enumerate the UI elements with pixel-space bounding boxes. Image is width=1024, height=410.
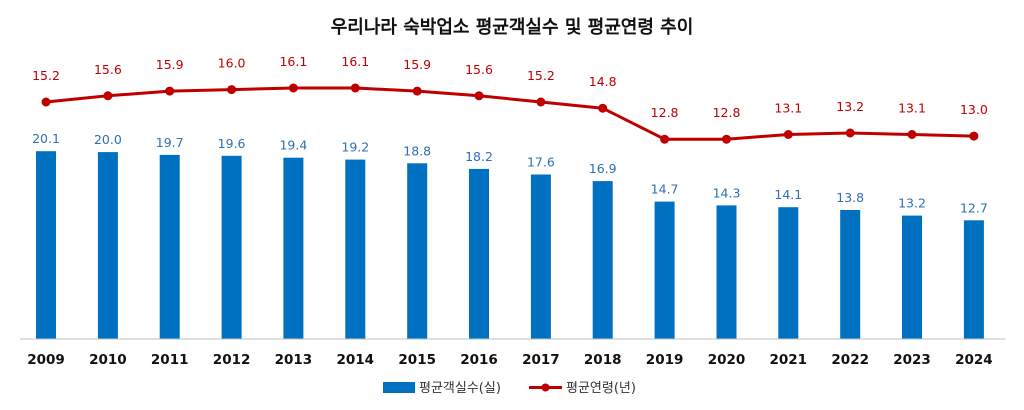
line-point-2014 — [350, 83, 360, 93]
bar-2023 — [902, 215, 922, 339]
x-tick-2020: 2020 — [708, 352, 746, 368]
bar-label-2023: 13.2 — [898, 196, 926, 211]
line-label-2024: 13.0 — [960, 102, 988, 117]
bar-2019 — [654, 201, 675, 339]
line-label-2009: 15.2 — [32, 68, 60, 83]
x-tick-2013: 2013 — [275, 352, 313, 368]
bar-series — [36, 151, 984, 339]
bar-2017 — [530, 174, 551, 339]
line-point-2017 — [536, 97, 546, 107]
x-tick-2009: 2009 — [27, 352, 65, 368]
bar-label-2022: 13.8 — [836, 190, 864, 205]
line-label-2016: 15.6 — [465, 62, 493, 77]
bar-2015 — [407, 163, 428, 339]
x-tick-2014: 2014 — [337, 352, 375, 368]
bar-label-2014: 19.2 — [341, 140, 369, 155]
bar-label-2017: 17.6 — [527, 155, 555, 170]
bar-label-2012: 19.6 — [218, 136, 246, 151]
bar-2009 — [36, 151, 56, 339]
bar-2010 — [97, 152, 118, 339]
line-label-2014: 16.1 — [341, 54, 369, 69]
line-point-2013 — [288, 83, 298, 93]
line-point-2011 — [165, 86, 175, 96]
line-point-2023 — [907, 130, 917, 139]
line-label-2021: 13.1 — [774, 101, 802, 116]
line-label-2013: 16.1 — [279, 54, 307, 69]
line-path — [45, 86, 974, 141]
bar-label-2015: 18.8 — [403, 143, 431, 158]
bar-label-2024: 12.7 — [960, 200, 988, 215]
bar-label-2016: 18.2 — [465, 149, 493, 164]
legend-swatch-marker — [541, 383, 550, 392]
line-label-2018: 14.8 — [589, 74, 617, 89]
x-tick-2019: 2019 — [646, 352, 684, 368]
line-series — [41, 83, 979, 144]
line-label-2017: 15.2 — [527, 68, 555, 83]
x-tick-2012: 2012 — [213, 352, 251, 368]
bar-label-2009: 20.1 — [32, 131, 60, 146]
line-point-2021 — [783, 130, 793, 139]
bar-2018 — [592, 181, 613, 339]
legend: 평균객실수(실) 평균연령(년) — [383, 381, 636, 396]
bar-label-2010: 20.0 — [94, 132, 122, 147]
line-label-2011: 15.9 — [156, 57, 184, 72]
line-label-2020: 12.8 — [713, 105, 741, 120]
line-point-2009 — [41, 97, 51, 107]
line-point-2022 — [845, 128, 855, 138]
bar-2021 — [778, 207, 799, 339]
bar-label-2019: 14.7 — [651, 182, 679, 197]
line-point-2010 — [103, 91, 113, 101]
line-label-2010: 15.6 — [94, 62, 122, 77]
line-point-2024 — [969, 131, 979, 141]
x-tick-2015: 2015 — [398, 352, 436, 368]
bar-label-2018: 16.9 — [589, 161, 617, 176]
x-axis-tick-labels: 2009 2010 2011 2012 2013 2014 2015 2016 2017 2018… — [27, 352, 992, 368]
line-point-2016 — [474, 91, 484, 101]
line-label-2015: 15.9 — [403, 57, 431, 72]
bar-2013 — [283, 157, 304, 339]
line-label-2023: 13.1 — [898, 101, 926, 116]
bar-2024 — [963, 220, 984, 339]
line-point-2020 — [722, 134, 731, 144]
chart-title: 우리나라 숙박업소 평균객실수 및 평균연령 추이 — [331, 17, 694, 38]
bar-label-2021: 14.1 — [774, 187, 802, 202]
x-tick-2022: 2022 — [831, 352, 869, 368]
bar-2012 — [221, 155, 242, 339]
bar-label-2013: 19.4 — [279, 138, 307, 153]
x-tick-2018: 2018 — [584, 352, 622, 368]
x-tick-2024: 2024 — [955, 352, 993, 368]
line-data-labels: 15.2 15.6 15.9 16.0 16.1 16.1 15.9 15.6 15.2 14.8… — [32, 54, 988, 120]
legend-label-bar: 평균객실수(실) — [419, 381, 501, 396]
bar-data-labels: 20.1 20.0 19.7 19.6 19.4 19.2 18.8 18.2 17.6 16.9… — [32, 131, 988, 215]
line-point-2019 — [660, 134, 670, 144]
bar-2022 — [840, 210, 861, 339]
x-tick-2023: 2023 — [893, 352, 931, 368]
legend-label-line: 평균연령(년) — [566, 381, 636, 396]
line-label-2022: 13.2 — [836, 99, 864, 114]
bar-2011 — [159, 154, 180, 339]
x-tick-2011: 2011 — [151, 352, 189, 368]
bar-2020 — [716, 205, 737, 339]
x-tick-2016: 2016 — [460, 352, 498, 368]
legend-swatch-bar — [383, 382, 415, 393]
bar-2014 — [345, 159, 366, 339]
x-tick-2010: 2010 — [89, 352, 127, 368]
x-tick-2017: 2017 — [522, 352, 560, 368]
line-point-2012 — [227, 85, 237, 95]
line-point-2018 — [598, 103, 608, 113]
bar-label-2011: 19.7 — [156, 135, 184, 150]
line-label-2019: 12.8 — [651, 105, 679, 120]
line-point-2015 — [412, 86, 422, 96]
x-tick-2021: 2021 — [770, 352, 808, 368]
bar-label-2020: 14.3 — [713, 185, 741, 200]
bar-2016 — [469, 168, 489, 339]
line-label-2012: 16.0 — [218, 56, 246, 71]
